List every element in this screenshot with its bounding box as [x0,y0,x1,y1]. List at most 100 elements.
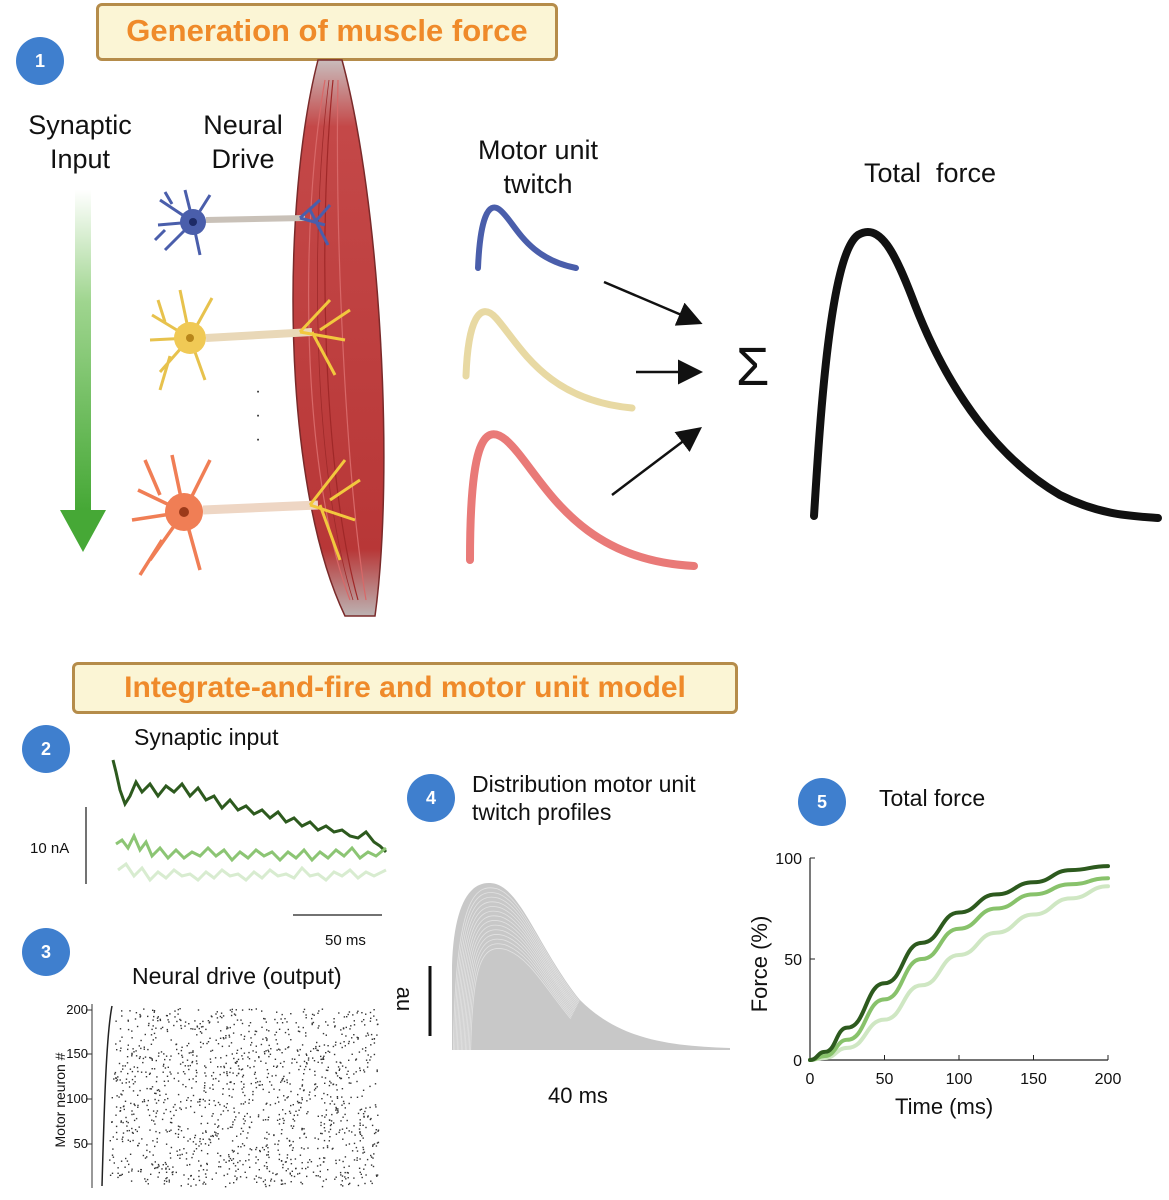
spike-dot [166,1177,168,1179]
spike-dot [153,1120,155,1122]
spike-dot [256,1081,259,1083]
spike-dot [359,1158,361,1160]
spike-dot [361,1020,363,1023]
spike-dot [298,1101,301,1104]
spike-dot [231,1011,233,1013]
spike-dot [289,1145,291,1147]
spike-dot [325,1021,327,1023]
recruitment-line [101,1005,113,1187]
spike-dot [154,1098,156,1101]
spike-dot [288,1033,290,1036]
spike-dot [242,1058,244,1060]
spike-dot [293,1114,295,1117]
spike-dot [290,1181,292,1183]
total-force-chart: 0 50 100 150 200 0 50 100 [775,851,1121,1088]
spike-dot [307,1147,309,1149]
spike-dot [269,1104,272,1106]
spike-dot [196,1026,199,1028]
spike-dot [111,1097,113,1099]
spike-dot [309,1068,311,1071]
spike-dot [281,1080,283,1082]
spike-dot [265,1161,268,1164]
spike-dot [127,1139,129,1141]
spike-dot [211,1115,213,1117]
spike-dot [128,1163,130,1166]
spike-dot [276,1022,279,1024]
spike-dot [202,1098,204,1101]
spike-dot [126,1056,129,1058]
spike-dot [377,1141,380,1144]
spike-dot [217,1101,220,1104]
spike-dot [117,1172,119,1174]
spike-dot [348,1082,350,1084]
spike-dot [162,1164,164,1166]
spike-dot [190,1105,192,1108]
spike-dot [305,1014,307,1016]
spike-dot [185,1107,187,1109]
spike-dot [301,1127,303,1130]
spike-dot [259,1080,261,1083]
spike-dot [226,1074,229,1077]
spike-dot [270,1048,272,1050]
spike-dot [376,1142,379,1144]
spike-dot [179,1149,181,1151]
spike-dot [291,1149,294,1151]
spike-dot [199,1138,201,1140]
twitch-profile-envelope [452,883,730,1050]
spike-dot [228,1095,231,1097]
spike-dot [321,1098,323,1100]
spike-dot [169,1121,172,1124]
spike-dot [329,1136,331,1138]
spike-dot [277,1149,279,1151]
spike-dot [282,1117,284,1120]
spike-dot [204,1085,206,1087]
spike-dot [252,1090,254,1093]
spike-dot [168,1021,170,1023]
spike-dot [301,1079,304,1081]
spike-dot [155,1027,157,1029]
spike-dot [309,1091,311,1093]
spike-dot [267,1119,269,1121]
spike-dot [143,1099,145,1101]
spike-dot [364,1110,366,1113]
spike-dot [293,1175,296,1178]
spike-dot [248,1159,250,1161]
spike-dot [370,1056,372,1058]
spike-dot [206,1122,209,1124]
spike-dot [317,1049,319,1052]
spike-dot [209,1058,212,1060]
spike-dot [283,1095,285,1097]
spike-dot [128,1129,130,1132]
spike-dot [165,1055,168,1057]
spike-dot [269,1081,271,1083]
spike-dot [140,1047,142,1050]
spike-dot [321,1062,323,1064]
spike-dot [357,1038,359,1040]
force-series-line [808,876,1110,1062]
spike-dot [191,1061,193,1064]
spike-dot [228,1045,230,1047]
spike-dot [340,1174,342,1176]
spike-dot [266,1039,268,1042]
spike-dot [151,1164,154,1166]
spike-dot [121,1015,123,1017]
spike-dot [232,1123,234,1126]
spike-dot [163,1063,165,1066]
spike-dot [333,1021,335,1023]
spike-dot [209,1087,211,1089]
spike-dot [226,1083,228,1085]
spike-dot [171,1122,173,1124]
spike-dot [308,1094,310,1096]
spike-dot [244,1094,246,1097]
spike-dot [241,1022,244,1025]
spike-dot [191,1156,193,1159]
spike-dot [297,1102,300,1104]
spike-dot [231,1096,233,1098]
spike-dot [114,1071,117,1074]
spike-dot [149,1056,151,1059]
spike-dot [332,1045,335,1048]
spike-dot [219,1155,222,1157]
spike-dot [267,1072,270,1075]
spike-dot [134,1104,136,1107]
spike-dot [228,1034,230,1036]
